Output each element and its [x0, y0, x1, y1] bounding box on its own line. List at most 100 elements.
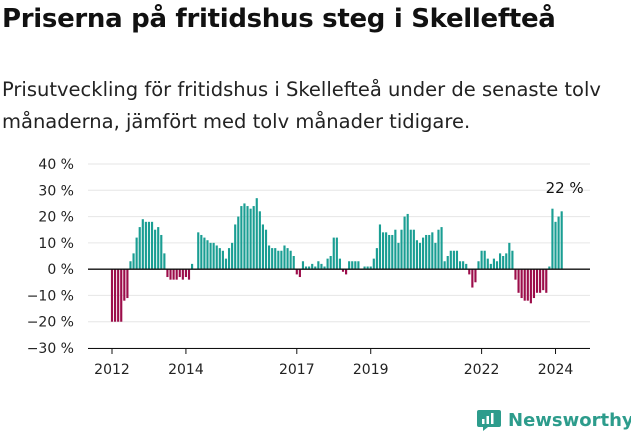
bar [366, 266, 369, 270]
bar [375, 248, 378, 270]
newsworthy-logo: Newsworthy [476, 408, 631, 432]
bar [166, 269, 169, 278]
bar [338, 258, 341, 270]
bar [462, 261, 465, 270]
bar [526, 269, 529, 301]
bar [308, 266, 311, 270]
bar [132, 253, 135, 270]
bar [514, 269, 517, 280]
bar [271, 248, 274, 270]
y-tick-label: −30 % [27, 341, 74, 357]
bar [289, 250, 292, 270]
bar [314, 266, 317, 270]
bar [138, 227, 141, 270]
bar [385, 232, 388, 270]
bar [200, 234, 203, 270]
bar [425, 234, 428, 270]
bar [224, 258, 228, 270]
bar [301, 261, 305, 270]
bar [283, 245, 286, 270]
bar [227, 248, 231, 270]
bar [492, 258, 495, 270]
bar [286, 248, 289, 270]
bar [114, 269, 117, 322]
x-tick-label: 2019 [353, 362, 389, 378]
y-tick-label: −10 % [27, 288, 74, 304]
bar [428, 234, 431, 270]
x-tick-label: 2012 [94, 362, 130, 378]
bar [135, 237, 138, 270]
y-tick-label: 0 % [47, 262, 74, 278]
bar [440, 227, 443, 270]
bar [505, 253, 508, 270]
bar [332, 237, 335, 270]
bar [175, 269, 178, 280]
bar [144, 221, 147, 270]
bar [502, 256, 505, 270]
bar [397, 242, 400, 270]
bar [255, 198, 258, 270]
bar [126, 269, 129, 299]
bar [418, 242, 422, 270]
bar [511, 250, 514, 270]
bar [298, 269, 301, 278]
bar [277, 250, 280, 270]
bar [274, 248, 277, 270]
x-tick-label: 2014 [168, 362, 204, 378]
bar [181, 269, 184, 280]
y-tick-label: −20 % [27, 315, 74, 331]
bar [452, 250, 455, 270]
bar [554, 221, 557, 270]
bar [542, 269, 545, 291]
bar [357, 261, 360, 270]
bar [409, 229, 412, 270]
bar [437, 229, 440, 270]
bar [203, 237, 206, 270]
bar [246, 206, 249, 270]
bar [465, 263, 468, 270]
bar [157, 227, 160, 270]
bar [264, 229, 268, 270]
y-tick-label: 30 % [38, 183, 74, 199]
bar [400, 229, 403, 270]
bar [560, 211, 563, 270]
bar [378, 224, 382, 270]
bar [218, 248, 221, 270]
chart-subtitle: Prisutveckling för fritidshus i Skelleft… [2, 78, 601, 133]
bar [539, 269, 542, 293]
bar [261, 224, 264, 270]
bar [252, 206, 255, 270]
bar [455, 250, 459, 270]
bar [449, 250, 452, 270]
bar [335, 237, 338, 270]
bar [381, 232, 385, 270]
bar [391, 234, 394, 270]
bar [474, 269, 477, 283]
bar [234, 224, 237, 270]
bar [446, 256, 449, 270]
x-tick-label: 2022 [464, 362, 500, 378]
bar [477, 261, 480, 270]
bar [415, 240, 418, 270]
bar [172, 269, 175, 280]
brand-name: Newsworthy [508, 409, 631, 431]
bar [129, 261, 132, 270]
bar [486, 258, 489, 270]
bar [258, 211, 261, 270]
bar [443, 261, 446, 270]
bar [197, 232, 200, 270]
x-tick-label: 2017 [279, 362, 315, 378]
bar [326, 258, 329, 270]
bar [551, 208, 554, 270]
bar [120, 269, 123, 322]
bar [206, 240, 209, 270]
bar [422, 237, 425, 270]
bar [471, 269, 474, 288]
bar [434, 242, 437, 270]
bar [323, 266, 326, 270]
bar [523, 269, 526, 301]
bar [406, 213, 409, 270]
bar [209, 242, 212, 270]
bar [117, 269, 120, 322]
